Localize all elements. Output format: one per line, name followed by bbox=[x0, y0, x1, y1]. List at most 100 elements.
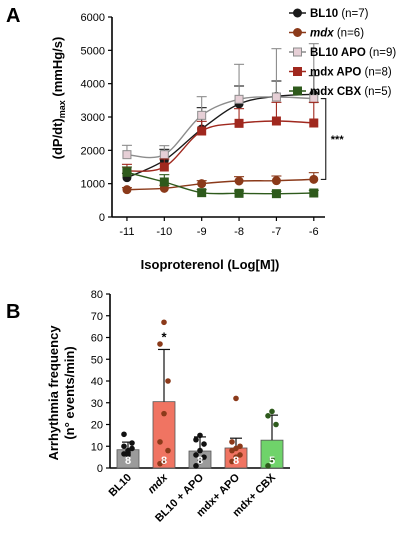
data-point bbox=[309, 188, 319, 198]
data-point bbox=[273, 421, 279, 428]
panel-a-xlabel: Isoproterenol (Log[M]) bbox=[141, 257, 280, 272]
data-point bbox=[271, 116, 281, 126]
panel-a-xtick-label: -11 bbox=[119, 226, 134, 238]
bar-n-label: 5 bbox=[269, 455, 275, 467]
data-point bbox=[197, 447, 203, 454]
data-point bbox=[122, 167, 132, 177]
data-point bbox=[197, 458, 203, 465]
legend-text: mdx (n=6) bbox=[310, 28, 364, 40]
data-point bbox=[159, 150, 169, 160]
panel-b-ytick-label: 0 bbox=[97, 463, 103, 475]
data-point bbox=[125, 452, 131, 458]
legend-n: (n=8) bbox=[361, 67, 392, 79]
legend-item-4: mdx CBX (n=5) bbox=[289, 86, 392, 98]
legend-text: BL10 (n=7) bbox=[310, 8, 369, 20]
panel-b-axes: 0 10 20 30 40 50 60 70 80 bbox=[91, 289, 290, 475]
data-point bbox=[234, 118, 244, 128]
legend-name: mdx APO bbox=[310, 67, 361, 79]
panel-b-ytick-label: 70 bbox=[91, 311, 103, 323]
series-line bbox=[126, 93, 314, 179]
data-point bbox=[201, 441, 207, 447]
data-point bbox=[121, 443, 127, 450]
panel-a-xtick-label: -7 bbox=[272, 226, 282, 238]
panel-b-ytick-label: 10 bbox=[91, 441, 103, 453]
series-line bbox=[126, 171, 314, 195]
significance-label: *** bbox=[331, 134, 345, 146]
series-2 bbox=[121, 43, 319, 160]
data-point bbox=[237, 452, 243, 458]
legend-marker bbox=[293, 67, 302, 76]
data-point bbox=[161, 410, 167, 417]
data-point bbox=[157, 341, 163, 347]
legend-name: mdx bbox=[310, 28, 334, 40]
panel-a-xtick-label: -8 bbox=[234, 226, 244, 238]
legend-name: mdx CBX bbox=[310, 86, 361, 98]
panel-a-significance: *** bbox=[320, 98, 345, 180]
data-point bbox=[197, 110, 207, 120]
panel-a-ytick-label: 6000 bbox=[81, 12, 105, 24]
data-point bbox=[161, 458, 167, 465]
data-point bbox=[121, 431, 127, 438]
panel-b-ytick-label: 80 bbox=[91, 289, 103, 301]
data-point bbox=[234, 94, 244, 104]
data-point bbox=[229, 458, 235, 465]
data-point bbox=[234, 188, 244, 198]
panel-a-xtick-label: -6 bbox=[309, 226, 319, 238]
legend-name: BL10 bbox=[310, 8, 338, 20]
significance-star: * bbox=[161, 329, 167, 344]
data-point bbox=[234, 176, 244, 186]
data-point bbox=[265, 413, 271, 419]
bar-n-label: 8 bbox=[125, 455, 131, 467]
data-point bbox=[122, 185, 132, 195]
panel-a-legend: BL10 (n=7) mdx (n=6) BL10 APO (n=9) mdx APO… bbox=[289, 8, 396, 98]
legend-marker bbox=[293, 86, 302, 96]
legend-n: (n=5) bbox=[361, 86, 392, 98]
data-point bbox=[159, 162, 169, 172]
category-label: BL10 bbox=[107, 472, 135, 500]
panel-b-ytick-label: 20 bbox=[91, 420, 103, 432]
data-point bbox=[229, 439, 235, 445]
legend-n: (n=6) bbox=[334, 28, 365, 40]
legend-item-1: mdx (n=6) bbox=[289, 28, 364, 40]
panel-a-xtick-label: -10 bbox=[156, 226, 172, 238]
data-point bbox=[269, 408, 275, 415]
panel-a-ytick-label: 1000 bbox=[81, 179, 105, 191]
data-point bbox=[157, 439, 163, 445]
series-line bbox=[126, 120, 314, 172]
series-3 bbox=[121, 101, 319, 176]
significance-bracket bbox=[320, 98, 327, 180]
panel-a-plot bbox=[121, 43, 319, 199]
category-label: mdx bbox=[146, 471, 171, 496]
data-point bbox=[265, 463, 271, 469]
panel-b-ytick-label: 50 bbox=[91, 354, 103, 366]
series-line bbox=[126, 96, 314, 159]
legend-item-0: BL10 (n=7) bbox=[289, 8, 369, 20]
data-point bbox=[197, 432, 203, 439]
data-point bbox=[197, 126, 207, 136]
panel-b-label: B bbox=[6, 301, 20, 323]
data-point bbox=[193, 436, 199, 443]
panel-a-ytick-label: 4000 bbox=[81, 79, 105, 91]
bar-n-label: 8 bbox=[197, 455, 203, 467]
data-point bbox=[201, 454, 207, 460]
legend-n: (n=7) bbox=[338, 8, 369, 20]
data-point bbox=[197, 179, 207, 189]
legend-item-3: mdx APO (n=8) bbox=[289, 67, 392, 79]
data-point bbox=[165, 378, 171, 384]
legend-marker bbox=[293, 8, 302, 18]
data-point bbox=[159, 177, 169, 187]
data-point bbox=[237, 443, 243, 450]
series-line bbox=[126, 178, 314, 191]
data-point bbox=[271, 92, 281, 102]
panel-a-ytick-label: 5000 bbox=[81, 45, 105, 57]
panel-a-xtick-label: -9 bbox=[197, 226, 207, 238]
legend-marker bbox=[293, 28, 302, 37]
series-4 bbox=[121, 166, 319, 199]
bar-n-label: 8 bbox=[233, 455, 239, 467]
series-1 bbox=[121, 172, 319, 195]
bar-n-label: 8 bbox=[161, 455, 167, 467]
data-point bbox=[165, 447, 171, 454]
panel-b-ytick-label: 30 bbox=[91, 398, 103, 410]
